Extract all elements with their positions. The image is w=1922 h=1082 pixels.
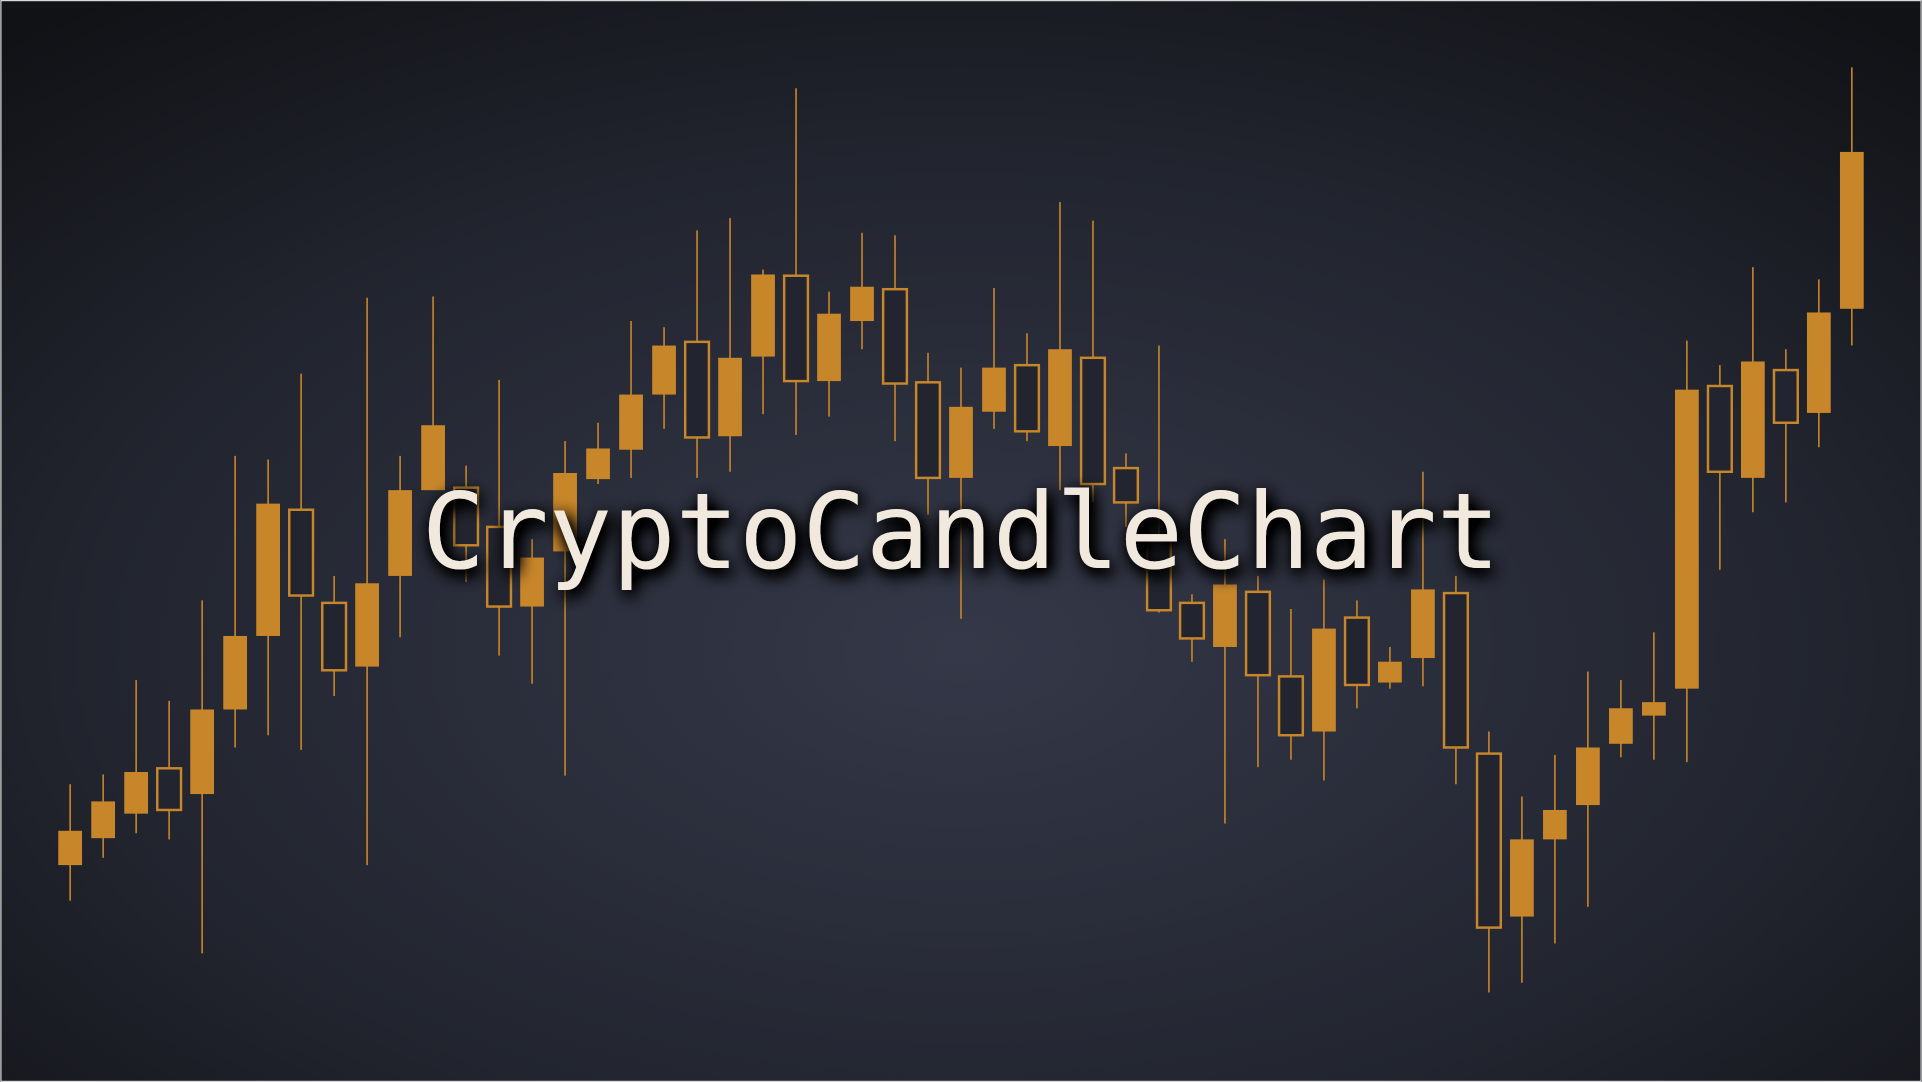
candles	[58, 67, 1864, 993]
candle-body	[949, 406, 973, 478]
candle-body	[1475, 752, 1503, 929]
candle-body	[1641, 702, 1666, 716]
candle-body	[1378, 661, 1402, 683]
candle-body	[1740, 361, 1765, 478]
candle-body	[256, 503, 281, 636]
candle-body	[321, 601, 348, 672]
candle-body	[652, 345, 676, 395]
candle-body	[619, 394, 643, 450]
candle-body	[1609, 708, 1633, 744]
candle-body	[718, 357, 742, 437]
candle-body	[485, 525, 513, 608]
candle-body	[683, 340, 711, 439]
chart-title: CryptoCandleChart	[422, 470, 1501, 593]
candle-body	[914, 381, 942, 480]
candle-body	[850, 286, 874, 322]
candle-body	[1213, 584, 1237, 647]
candle-body	[782, 274, 810, 383]
candle-body	[452, 486, 480, 547]
candle-body	[817, 313, 841, 382]
candle-body	[586, 448, 610, 480]
candle-body	[388, 490, 412, 576]
candle-body	[751, 274, 775, 357]
candle-body	[1277, 675, 1305, 737]
candle-body	[1706, 384, 1733, 473]
candle-body	[124, 771, 149, 814]
candle-body	[288, 508, 315, 597]
candle-body	[223, 635, 248, 710]
candle-body	[1013, 363, 1041, 433]
candle-body	[355, 583, 379, 667]
candle-body	[881, 287, 909, 385]
candle-body	[421, 425, 445, 491]
candle-body	[1772, 368, 1799, 424]
candle-body	[1112, 466, 1140, 504]
candle-body	[156, 767, 183, 812]
candle-body	[1079, 356, 1107, 486]
candle-body	[1442, 591, 1470, 749]
candle-body	[1674, 389, 1699, 689]
candle-body	[1411, 589, 1435, 659]
candle-body	[1244, 590, 1272, 677]
candle-body	[1510, 839, 1534, 917]
candle-body	[520, 557, 544, 607]
candle-body	[1343, 616, 1371, 687]
candle-body	[1048, 349, 1072, 447]
candle-body	[1145, 537, 1173, 612]
candle-body	[1178, 601, 1206, 640]
candle-body	[190, 709, 215, 795]
candle-body	[1576, 747, 1600, 806]
candle-body	[1806, 312, 1831, 413]
candle-body	[1312, 628, 1336, 732]
candle-body	[553, 472, 577, 552]
candle-body	[1839, 151, 1864, 309]
candle-body	[982, 367, 1006, 412]
candle-body	[1543, 809, 1567, 840]
candle-body	[91, 801, 116, 839]
candle-body	[58, 830, 83, 866]
